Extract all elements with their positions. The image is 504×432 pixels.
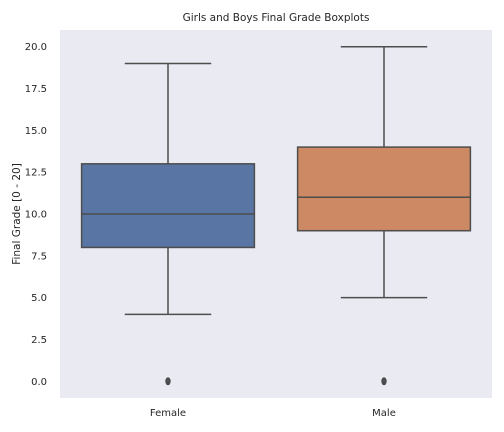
y-tick-label: 15.0 — [25, 126, 47, 137]
x-axis: Female Male — [150, 408, 396, 419]
outlier-point — [165, 377, 171, 386]
y-tick-label: 7.5 — [31, 251, 47, 262]
outlier-point — [381, 377, 387, 386]
y-tick-label: 17.5 — [25, 84, 47, 95]
y-tick-label: 5.0 — [31, 293, 47, 304]
y-tick-label: 10.0 — [25, 210, 47, 221]
iqr-box — [296, 146, 472, 232]
x-tick-label: Male — [372, 408, 396, 419]
y-tick-label: 12.5 — [25, 168, 47, 179]
y-axis-label: Final Grade [0 - 20] — [11, 163, 23, 265]
box-male — [296, 45, 472, 386]
boxes — [80, 45, 472, 386]
y-tick-label: 20.0 — [25, 42, 47, 53]
y-axis: 0.0 2.5 5.0 7.5 10.0 12.5 15.0 17.5 20.0 — [25, 42, 47, 388]
x-tick-label: Female — [150, 408, 186, 419]
box-female — [80, 62, 256, 386]
chart-title: Girls and Boys Final Grade Boxplots — [183, 12, 370, 24]
y-tick-label: 0.0 — [31, 377, 47, 388]
iqr-box — [80, 163, 256, 249]
y-tick-label: 2.5 — [31, 335, 47, 346]
